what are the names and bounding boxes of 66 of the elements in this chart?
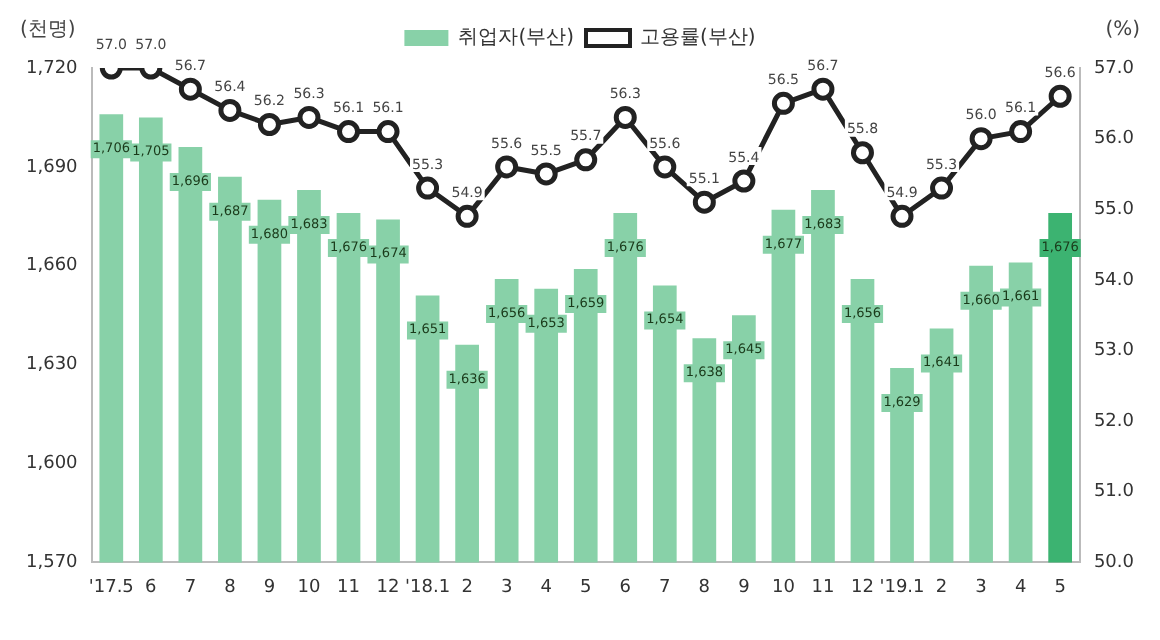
- x-tick-label: 9: [738, 577, 751, 598]
- y2-tick-label: 53.0: [1093, 341, 1135, 362]
- point: [178, 77, 202, 101]
- x-tick-label: '17.5: [88, 577, 134, 598]
- x-tick-label: 5: [579, 577, 592, 598]
- x-tick-label: 10: [771, 577, 796, 598]
- x-tick-label: 3: [975, 577, 987, 598]
- x-tick-label: 4: [1014, 577, 1027, 598]
- point: [811, 77, 835, 101]
- point: [692, 190, 716, 214]
- point: [890, 204, 914, 228]
- x-tick-label: 2: [935, 577, 948, 598]
- point: [416, 176, 440, 200]
- x-tick-label: 7: [184, 577, 197, 598]
- y2-tick-label: 50.0: [1093, 553, 1135, 574]
- y2-tick-label: 51.0: [1093, 482, 1135, 503]
- y2-axis-title: (%): [1105, 19, 1141, 42]
- point: [455, 204, 479, 228]
- point: [1009, 120, 1033, 144]
- point: [574, 148, 598, 172]
- point: [337, 120, 361, 144]
- point: [534, 162, 558, 186]
- legend-label: 취업자(부산): [458, 27, 575, 50]
- x-tick-label: 12: [851, 577, 874, 598]
- x-tick-label: 7: [659, 577, 671, 598]
- y-tick-label: 1,660: [26, 256, 79, 277]
- x-tick-label: 8: [698, 577, 711, 598]
- y-tick-label: 1,570: [26, 553, 79, 574]
- x-tick-label: 4: [540, 577, 553, 598]
- x-tick-label: 11: [337, 577, 360, 598]
- point: [732, 169, 756, 193]
- x-tick-label: 6: [145, 577, 158, 598]
- x-tick-label: 8: [224, 577, 237, 598]
- point: [218, 98, 242, 122]
- point: [376, 120, 400, 144]
- point: [257, 113, 281, 136]
- point: [771, 91, 795, 115]
- y2-tick-label: 55.0: [1093, 199, 1135, 220]
- point: [653, 155, 677, 179]
- point: [495, 155, 519, 179]
- x-tick-label: '19.1: [879, 577, 925, 598]
- x-tick-label: 2: [461, 577, 473, 598]
- x-tick-label: 12: [376, 577, 400, 598]
- x-tick-label: 9: [263, 577, 276, 598]
- x-tick-label: '18.1: [405, 577, 451, 598]
- x-tick-label: 3: [500, 577, 513, 598]
- point: [1048, 84, 1072, 108]
- x-tick-label: 11: [811, 577, 835, 598]
- x-tick-label: 10: [297, 577, 321, 598]
- y-tick-label: 1,630: [26, 355, 79, 376]
- y2-tick-label: 54.0: [1093, 270, 1135, 291]
- y-tick-label: 1,720: [26, 58, 79, 79]
- x-tick-label: 5: [1054, 577, 1066, 598]
- point: [969, 127, 993, 151]
- legend-label: 고용률(부산): [640, 27, 756, 50]
- x-tick-label: 6: [619, 577, 632, 598]
- point: [930, 176, 954, 200]
- y-axis-title: (천명): [20, 19, 76, 42]
- point: [850, 141, 874, 165]
- y2-tick-label: 57.0: [1093, 58, 1135, 79]
- y2-tick-label: 56.0: [1093, 129, 1135, 150]
- y-tick-label: 1,600: [26, 454, 79, 475]
- y2-tick-label: 52.0: [1093, 411, 1135, 432]
- point: [613, 105, 637, 129]
- point: [297, 105, 321, 129]
- y-tick-label: 1,690: [26, 157, 79, 178]
